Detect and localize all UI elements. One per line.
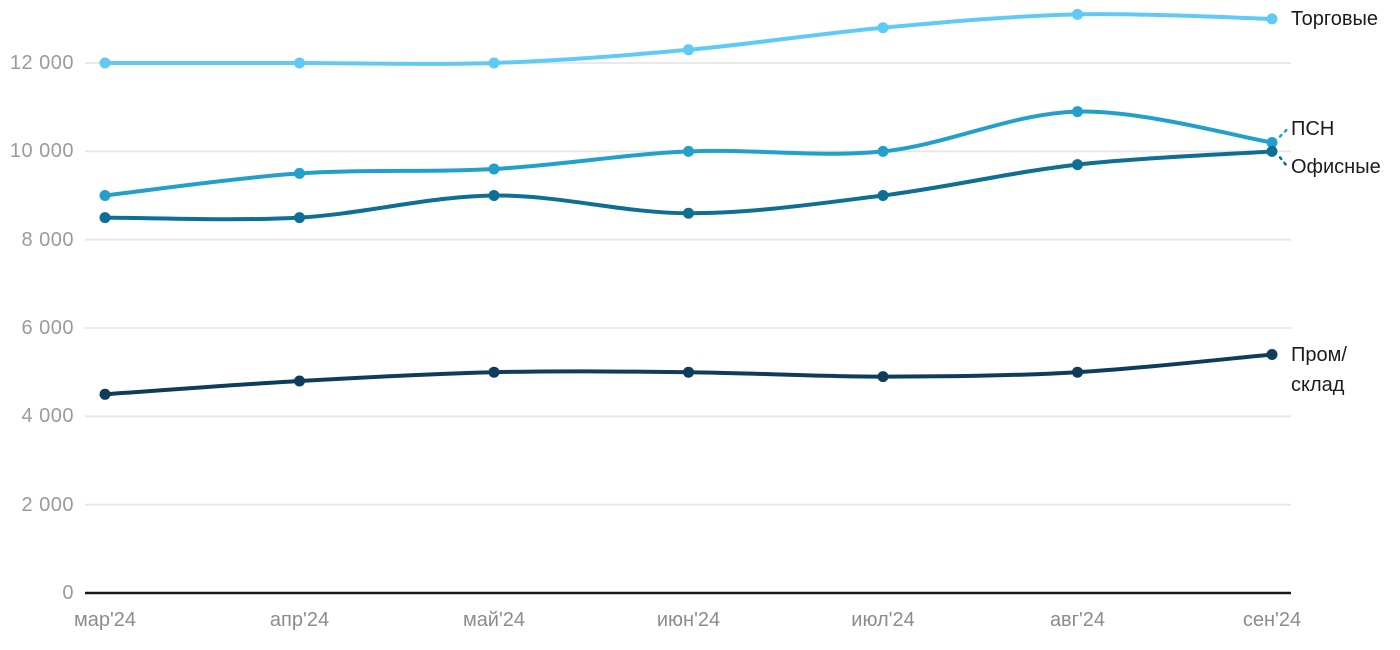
data-point-marker[interactable] (99, 57, 111, 69)
data-point-marker[interactable] (1266, 145, 1278, 157)
data-point-marker[interactable] (99, 190, 111, 201)
data-point-marker[interactable] (99, 212, 111, 224)
series-line-0 (103, 12, 1274, 66)
data-point-marker[interactable] (488, 190, 500, 201)
data-point-marker[interactable] (294, 57, 305, 69)
data-point-marker[interactable] (877, 190, 889, 201)
data-point-marker[interactable] (1266, 137, 1278, 148)
data-point-marker[interactable] (1072, 159, 1083, 171)
data-point-marker[interactable] (294, 212, 305, 224)
data-point-marker[interactable] (488, 57, 500, 69)
data-point-marker[interactable] (683, 366, 694, 378)
data-point-marker[interactable] (1072, 106, 1083, 118)
data-point-marker[interactable] (294, 167, 305, 179)
data-point-marker[interactable] (294, 375, 305, 387)
data-point-marker[interactable] (1266, 349, 1278, 360)
end-label-leader-line (1278, 127, 1290, 138)
data-point-marker[interactable] (683, 207, 694, 219)
data-point-marker[interactable] (488, 366, 500, 378)
end-label-leader-line (1278, 156, 1290, 169)
data-point-marker[interactable] (488, 163, 500, 175)
data-point-marker[interactable] (1072, 8, 1083, 20)
data-point-marker[interactable] (877, 371, 889, 383)
data-point-marker[interactable] (877, 22, 889, 34)
data-point-marker[interactable] (683, 44, 694, 56)
data-point-marker[interactable] (877, 145, 889, 157)
data-point-marker[interactable] (1072, 366, 1083, 378)
data-point-marker[interactable] (683, 145, 694, 157)
data-point-marker[interactable] (1266, 13, 1278, 25)
data-point-marker[interactable] (99, 388, 111, 400)
